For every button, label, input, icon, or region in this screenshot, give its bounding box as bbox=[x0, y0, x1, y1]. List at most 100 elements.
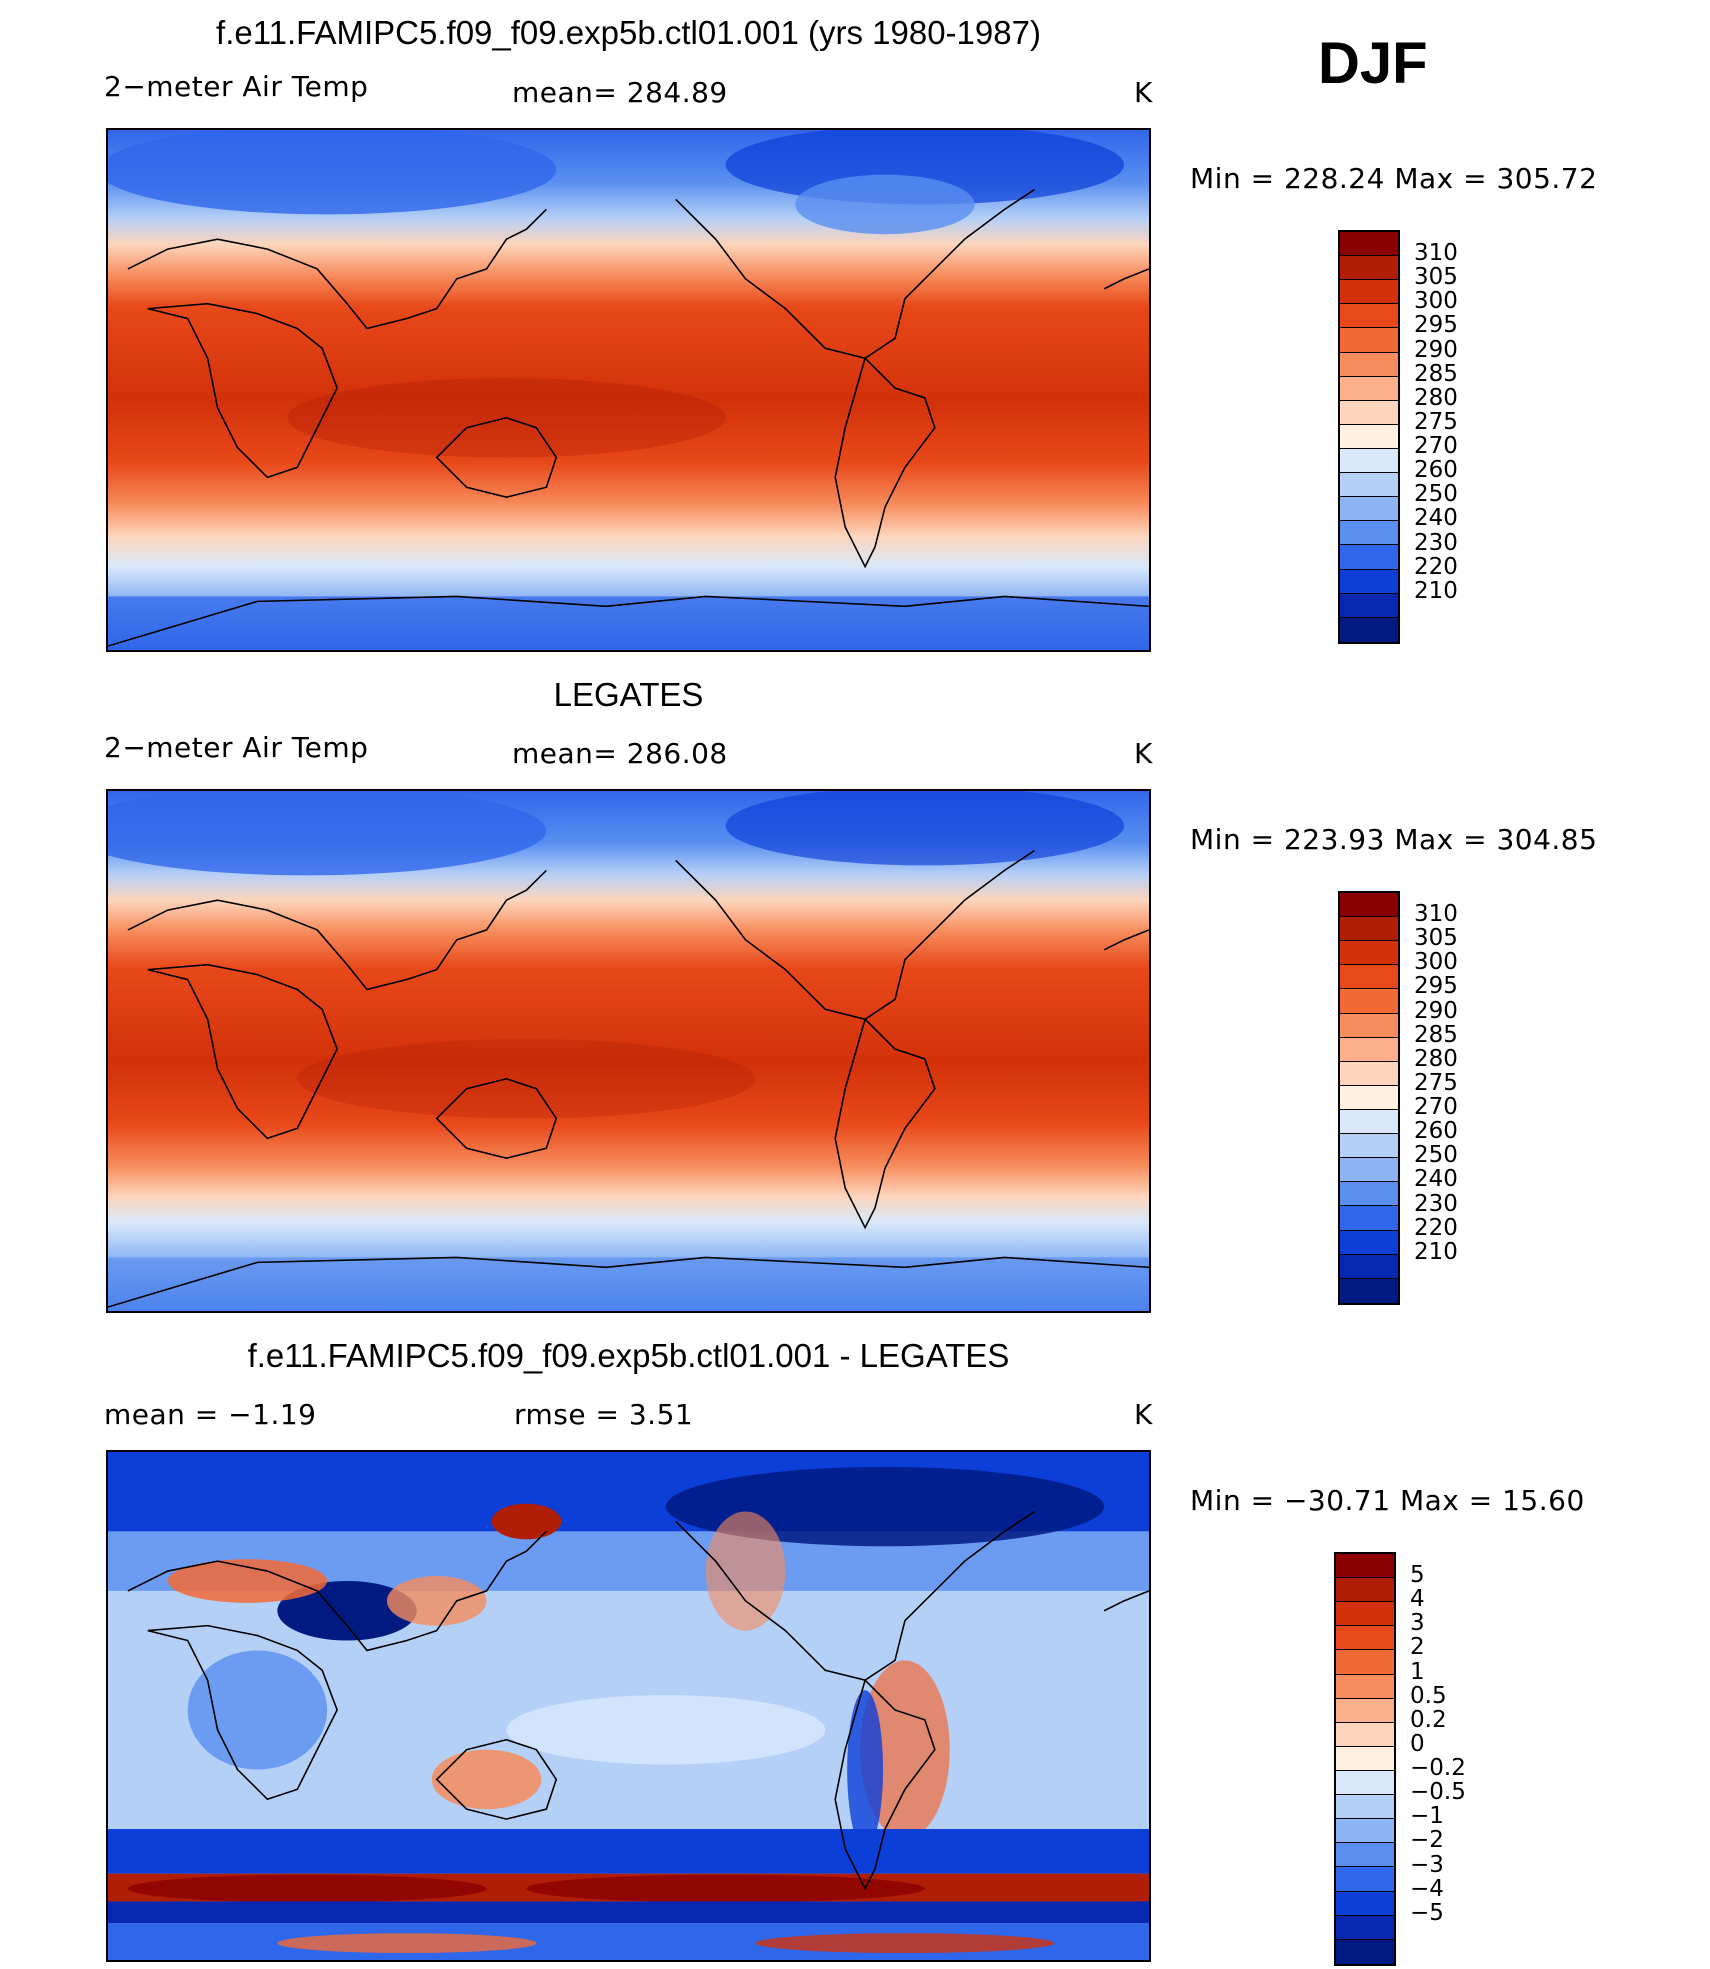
colorbar-swatch bbox=[1340, 424, 1398, 449]
colorbar-swatch bbox=[1336, 1939, 1394, 1964]
colorbar-swatch bbox=[1336, 1722, 1394, 1747]
colorbar-label: 1 bbox=[1410, 1658, 1425, 1685]
colorbar-label: 5 bbox=[1410, 1562, 1425, 1589]
panel3-colorbar-labels: 5 4 3 2 1 0.5 0.2 0 −0.2 −0.5 −1 −2 −3 −4 −5 bbox=[1410, 1552, 1530, 1966]
panel2-mean-label: mean= 286.08 bbox=[512, 737, 728, 770]
panel2-minmax-label: Min = 223.93 Max = 304.85 bbox=[1190, 823, 1598, 856]
panel2-colorbar bbox=[1338, 891, 1400, 1305]
panel1-mean-label: mean= 284.89 bbox=[512, 76, 728, 109]
colorbar-label: 285 bbox=[1414, 360, 1458, 387]
colorbar-swatch bbox=[1340, 1085, 1398, 1110]
colorbar-label: −5 bbox=[1410, 1899, 1444, 1926]
colorbar-label: −2 bbox=[1410, 1827, 1444, 1854]
colorbar-label: 280 bbox=[1414, 1045, 1458, 1072]
colorbar-swatch bbox=[1336, 1698, 1394, 1723]
colorbar-swatch bbox=[1336, 1602, 1394, 1627]
colorbar-swatch bbox=[1340, 400, 1398, 425]
colorbar-label: −4 bbox=[1410, 1875, 1444, 1902]
panel3-title: f.e11.FAMIPC5.f09_f09.exp5b.ctl01.001 - … bbox=[247, 1337, 1010, 1374]
colorbar-label: 0 bbox=[1410, 1730, 1425, 1757]
colorbar-swatch bbox=[1340, 473, 1398, 498]
colorbar-label: 290 bbox=[1414, 997, 1458, 1024]
colorbar-label: 230 bbox=[1414, 529, 1458, 556]
colorbar-swatch bbox=[1340, 256, 1398, 281]
colorbar-swatch bbox=[1340, 893, 1398, 918]
colorbar-swatch bbox=[1336, 1650, 1394, 1675]
panel1-map bbox=[106, 128, 1151, 652]
panel2-map bbox=[106, 789, 1151, 1313]
panel1-units-label: K bbox=[1134, 76, 1153, 109]
colorbar-swatch bbox=[1340, 965, 1398, 990]
colorbar-swatch bbox=[1340, 593, 1398, 618]
colorbar-swatch bbox=[1340, 545, 1398, 570]
colorbar-swatch bbox=[1340, 280, 1398, 305]
colorbar-label: 310 bbox=[1414, 901, 1458, 928]
colorbar-label: 220 bbox=[1414, 1214, 1458, 1241]
colorbar-swatch bbox=[1340, 1134, 1398, 1159]
colorbar-label: 290 bbox=[1414, 336, 1458, 363]
colorbar-swatch bbox=[1340, 1230, 1398, 1255]
colorbar-label: 240 bbox=[1414, 505, 1458, 532]
colorbar-swatch bbox=[1340, 1278, 1398, 1303]
panel1-title: f.e11.FAMIPC5.f09_f09.exp5b.ctl01.001 (y… bbox=[216, 14, 1041, 51]
panel2-colorbar-labels: 310 305 300 295 290 285 280 275 270 260 250 240 230 2… bbox=[1414, 891, 1534, 1305]
colorbar-swatch bbox=[1340, 1254, 1398, 1279]
colorbar-swatch bbox=[1340, 376, 1398, 401]
colorbar-label: 285 bbox=[1414, 1021, 1458, 1048]
colorbar-label: 275 bbox=[1414, 1069, 1458, 1096]
colorbar-swatch bbox=[1340, 304, 1398, 329]
colorbar-label: 275 bbox=[1414, 408, 1458, 435]
colorbar-label: 280 bbox=[1414, 384, 1458, 411]
colorbar-swatch bbox=[1336, 1795, 1394, 1820]
colorbar-label: 300 bbox=[1414, 288, 1458, 315]
colorbar-label: 220 bbox=[1414, 553, 1458, 580]
colorbar-swatch bbox=[1340, 448, 1398, 474]
colorbar-swatch bbox=[1340, 1206, 1398, 1231]
colorbar-label: 240 bbox=[1414, 1166, 1458, 1193]
colorbar-label: 210 bbox=[1414, 577, 1458, 604]
colorbar-swatch bbox=[1340, 497, 1398, 522]
panel3-map bbox=[106, 1450, 1151, 1962]
colorbar-swatch bbox=[1340, 232, 1398, 257]
colorbar-label: 230 bbox=[1414, 1190, 1458, 1217]
colorbar-swatch bbox=[1336, 1626, 1394, 1651]
colorbar-swatch bbox=[1336, 1843, 1394, 1868]
colorbar-swatch bbox=[1340, 569, 1398, 594]
colorbar-swatch bbox=[1340, 989, 1398, 1014]
panel3-colorbar bbox=[1334, 1552, 1396, 1966]
panel1-colorbar-labels: 310 305 300 295 290 285 280 275 270 260 250 240 230 2… bbox=[1414, 230, 1534, 644]
colorbar-label: 295 bbox=[1414, 312, 1458, 339]
colorbar-swatch bbox=[1340, 1109, 1398, 1135]
colorbar-label: 4 bbox=[1410, 1586, 1425, 1613]
colorbar-swatch bbox=[1340, 521, 1398, 546]
colorbar-swatch bbox=[1336, 1746, 1394, 1771]
colorbar-swatch bbox=[1340, 1061, 1398, 1086]
colorbar-label: 210 bbox=[1414, 1238, 1458, 1265]
panel3-rmse-label: rmse = 3.51 bbox=[514, 1398, 694, 1431]
panel2-title: LEGATES bbox=[553, 676, 704, 713]
colorbar-label: 260 bbox=[1414, 457, 1458, 484]
colorbar-swatch bbox=[1340, 1158, 1398, 1183]
colorbar-label: 250 bbox=[1414, 1142, 1458, 1169]
panel1-variable-label: 2−meter Air Temp bbox=[104, 70, 369, 103]
colorbar-swatch bbox=[1340, 1037, 1398, 1062]
panel2-variable-label: 2−meter Air Temp bbox=[104, 731, 369, 764]
colorbar-swatch bbox=[1336, 1578, 1394, 1603]
colorbar-swatch bbox=[1340, 1013, 1398, 1038]
colorbar-swatch bbox=[1336, 1819, 1394, 1844]
colorbar-label: 295 bbox=[1414, 973, 1458, 1000]
colorbar-swatch bbox=[1340, 617, 1398, 642]
colorbar-swatch bbox=[1336, 1674, 1394, 1699]
colorbar-label: 305 bbox=[1414, 264, 1458, 291]
colorbar-label: −3 bbox=[1410, 1851, 1444, 1878]
colorbar-label: 305 bbox=[1414, 925, 1458, 952]
panel3-minmax-label: Min = −30.71 Max = 15.60 bbox=[1190, 1484, 1585, 1517]
colorbar-label: 270 bbox=[1414, 433, 1458, 460]
colorbar-swatch bbox=[1340, 328, 1398, 353]
colorbar-label: −0.2 bbox=[1410, 1755, 1466, 1782]
colorbar-swatch bbox=[1336, 1891, 1394, 1916]
colorbar-label: 270 bbox=[1414, 1094, 1458, 1121]
colorbar-label: 3 bbox=[1410, 1610, 1425, 1637]
panel1-colorbar bbox=[1338, 230, 1400, 644]
colorbar-label: 2 bbox=[1410, 1634, 1425, 1661]
